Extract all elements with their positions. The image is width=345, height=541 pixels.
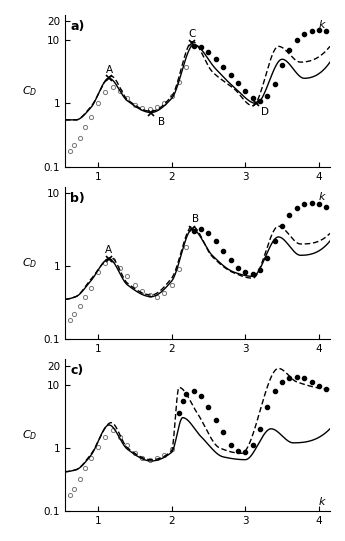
Y-axis label: $C_D$: $C_D$	[22, 256, 37, 270]
Text: c): c)	[70, 364, 83, 377]
Text: B: B	[158, 117, 166, 127]
Text: k: k	[318, 192, 325, 202]
Y-axis label: $C_D$: $C_D$	[22, 428, 37, 442]
Text: k: k	[318, 497, 325, 506]
Text: A: A	[105, 245, 112, 255]
Text: A: A	[106, 65, 112, 75]
Text: k: k	[318, 19, 325, 30]
Text: D: D	[262, 107, 269, 117]
Text: B: B	[191, 214, 199, 223]
Text: C: C	[189, 29, 196, 39]
Text: a): a)	[70, 19, 85, 32]
Text: b): b)	[70, 192, 85, 204]
Y-axis label: $C_D$: $C_D$	[22, 84, 37, 98]
